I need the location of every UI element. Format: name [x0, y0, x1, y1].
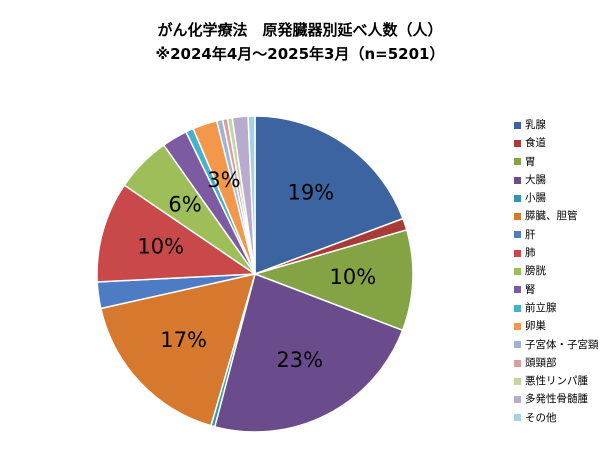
legend-label: 肝 [525, 228, 536, 241]
legend-label: 胃 [525, 155, 536, 168]
legend-swatch [514, 414, 521, 422]
legend-label: 多発性骨髄腫 [525, 393, 588, 406]
pie-slice-17 [247, 115, 256, 275]
legend-item: 乳腺 [514, 116, 600, 134]
pie-slice-6 [99, 272, 257, 427]
pie-slice-3 [252, 228, 414, 332]
legend-item: 食道 [514, 134, 600, 152]
legend-item: 大腸 [514, 171, 600, 189]
legend-swatch [514, 194, 521, 202]
legend-label: 卵巣 [525, 320, 546, 333]
legend-item: 多発性骨髄腫 [514, 390, 600, 408]
data-label-8: 10% [137, 235, 184, 259]
legend-swatch [514, 322, 521, 330]
legend-label: 膀胱 [525, 265, 546, 278]
legend-item: 肺 [514, 244, 600, 262]
legend-item: 前立腺 [514, 299, 600, 317]
legend-swatch [514, 341, 521, 349]
legend-label: 乳腺 [525, 119, 546, 131]
legend-item: 子宮体・子宮頸 [514, 336, 600, 354]
legend-label: 前立腺 [525, 301, 557, 314]
legend-item: 膀胱 [514, 262, 600, 280]
data-label-1: 19% [287, 181, 334, 205]
legend: 乳腺食道胃大腸小腸膵臓、胆管肝肺膀胱腎前立腺卵巣子宮体・子宮頸 頭頸部悪性リンパ腫… [514, 116, 600, 427]
legend-label: 子宮体・子宮頸 [525, 338, 599, 351]
data-label-4: 23% [276, 348, 323, 372]
legend-swatch [514, 377, 521, 385]
legend-item: 悪性リンパ腫 [514, 372, 600, 390]
chart-title: がん化学療法 原発臓器別延べ人数（人） [157, 21, 443, 39]
legend-swatch [514, 359, 521, 367]
legend-swatch [514, 213, 521, 221]
legend-item: 腎 [514, 281, 600, 299]
legend-item: 小腸 [514, 189, 600, 207]
data-label-3: 10% [330, 265, 377, 289]
legend-item: 頭頸部 [514, 354, 600, 372]
pie-slice-4 [213, 273, 404, 433]
legend-swatch [514, 286, 521, 294]
legend-swatch [514, 121, 521, 129]
legend-label: 食道 [525, 137, 546, 150]
legend-label: 大腸 [525, 173, 546, 186]
legend-swatch [514, 249, 521, 257]
pie-slice-8 [96, 184, 258, 283]
legend-label: 腎 [525, 283, 536, 296]
data-label-12: 3% [207, 168, 240, 192]
legend-label: 悪性リンパ腫 [525, 375, 588, 388]
legend-label: その他 [525, 411, 557, 424]
legend-item: 膵臓、胆管 [514, 207, 600, 225]
legend-swatch [514, 231, 521, 239]
legend-swatch [514, 176, 521, 184]
legend-swatch [514, 304, 521, 312]
pie-slice-1 [254, 115, 404, 276]
chart-subtitle: ※2024年4月～2025年3月（n=5201） [155, 45, 445, 63]
legend-label: 小腸 [525, 192, 546, 205]
legend-item: 肝 [514, 226, 600, 244]
legend-swatch [514, 396, 521, 404]
legend-swatch [514, 158, 521, 166]
legend-item: 卵巣 [514, 317, 600, 335]
legend-swatch [514, 268, 521, 276]
legend-label: 肺 [525, 247, 536, 260]
data-label-6: 17% [160, 328, 207, 352]
data-label-9: 6% [168, 192, 201, 216]
legend-label: 膵臓、胆管 [525, 210, 578, 223]
legend-label: 頭頸部 [525, 356, 557, 369]
legend-item: 胃 [514, 153, 600, 171]
legend-swatch [514, 139, 521, 147]
legend-item: その他 [514, 409, 600, 427]
